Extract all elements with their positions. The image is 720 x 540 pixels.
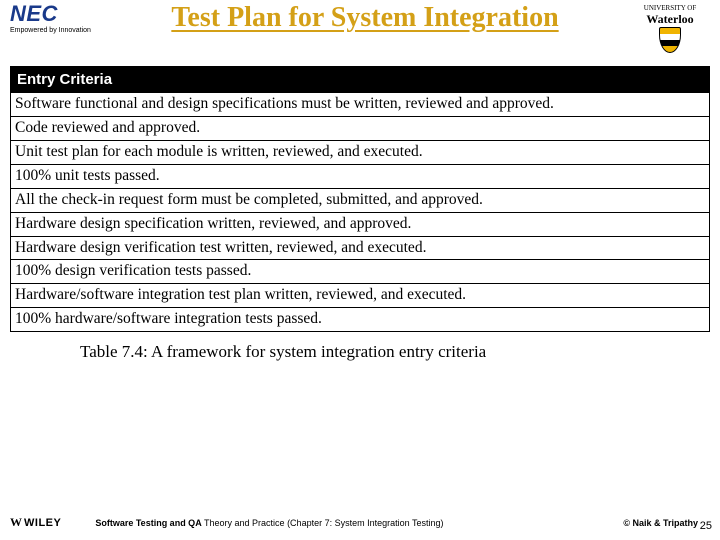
table-row: 100% design verification tests passed.	[11, 260, 710, 284]
table-row: All the check-in request form must be co…	[11, 188, 710, 212]
table-row: Hardware/software integration test plan …	[11, 284, 710, 308]
wiley-name: WILEY	[24, 517, 61, 529]
table-cell: 100% hardware/software integration tests…	[11, 308, 710, 332]
table-cell: Code reviewed and approved.	[11, 116, 710, 140]
nec-logo: NEC Empowered by Innovation	[10, 4, 100, 34]
title-wrap: Test Plan for System Integration	[100, 2, 630, 34]
table-cell: Hardware design specification written, r…	[11, 212, 710, 236]
wiley-mark-icon: W	[10, 515, 22, 530]
table-row: 100% unit tests passed.	[11, 164, 710, 188]
table-row: Hardware design specification written, r…	[11, 212, 710, 236]
table-cell: Unit test plan for each module is writte…	[11, 140, 710, 164]
slide: NEC Empowered by Innovation Test Plan fo…	[0, 0, 720, 540]
table-cell: Hardware design verification test writte…	[11, 236, 710, 260]
wiley-logo: W WILEY	[6, 513, 65, 532]
table-row: 100% hardware/software integration tests…	[11, 308, 710, 332]
table-cell: 100% design verification tests passed.	[11, 260, 710, 284]
table-row: Hardware design verification test writte…	[11, 236, 710, 260]
table-cell: Software functional and design specifica…	[11, 93, 710, 117]
nec-tagline: Empowered by Innovation	[10, 27, 91, 34]
table-cell: All the check-in request form must be co…	[11, 188, 710, 212]
table-row: Code reviewed and approved.	[11, 116, 710, 140]
footer-center: Software Testing and QA Theory and Pract…	[65, 518, 623, 528]
waterloo-name: Waterloo	[646, 13, 693, 25]
header-row: NEC Empowered by Innovation Test Plan fo…	[10, 4, 710, 52]
nec-logo-text: NEC	[10, 4, 58, 25]
footer: W WILEY Software Testing and QA Theory a…	[0, 513, 720, 532]
page-number: 25	[700, 520, 712, 532]
table-row: Unit test plan for each module is writte…	[11, 140, 710, 164]
table-row: Software functional and design specifica…	[11, 93, 710, 117]
table-header: Entry Criteria	[11, 67, 710, 93]
footer-center-bold: Software Testing and QA	[95, 518, 201, 528]
table-cell: 100% unit tests passed.	[11, 164, 710, 188]
entry-criteria-table: Entry Criteria Software functional and d…	[10, 66, 710, 332]
waterloo-top: UNIVERSITY OF	[644, 4, 696, 12]
waterloo-crest-icon	[659, 27, 681, 53]
slide-title: Test Plan for System Integration	[171, 2, 558, 33]
waterloo-logo: UNIVERSITY OF Waterloo	[630, 4, 710, 53]
table-cell: Hardware/software integration test plan …	[11, 284, 710, 308]
footer-center-rest: Theory and Practice (Chapter 7: System I…	[202, 518, 444, 528]
table-caption: Table 7.4: A framework for system integr…	[80, 342, 710, 362]
